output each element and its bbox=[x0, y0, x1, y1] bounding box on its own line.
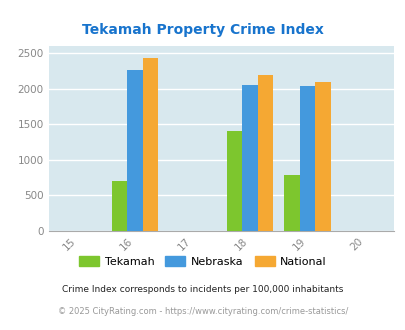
Bar bbox=[315, 82, 330, 231]
Bar bbox=[111, 181, 127, 231]
Bar bbox=[257, 75, 273, 231]
Bar bbox=[284, 175, 299, 231]
Text: Tekamah Property Crime Index: Tekamah Property Crime Index bbox=[82, 23, 323, 37]
Bar bbox=[299, 86, 315, 231]
Bar bbox=[242, 84, 257, 231]
Text: Crime Index corresponds to incidents per 100,000 inhabitants: Crime Index corresponds to incidents per… bbox=[62, 285, 343, 294]
Bar bbox=[226, 131, 242, 231]
Legend: Tekamah, Nebraska, National: Tekamah, Nebraska, National bbox=[75, 251, 330, 271]
Text: © 2025 CityRating.com - https://www.cityrating.com/crime-statistics/: © 2025 CityRating.com - https://www.city… bbox=[58, 307, 347, 316]
Bar bbox=[127, 70, 143, 231]
Bar bbox=[143, 57, 158, 231]
